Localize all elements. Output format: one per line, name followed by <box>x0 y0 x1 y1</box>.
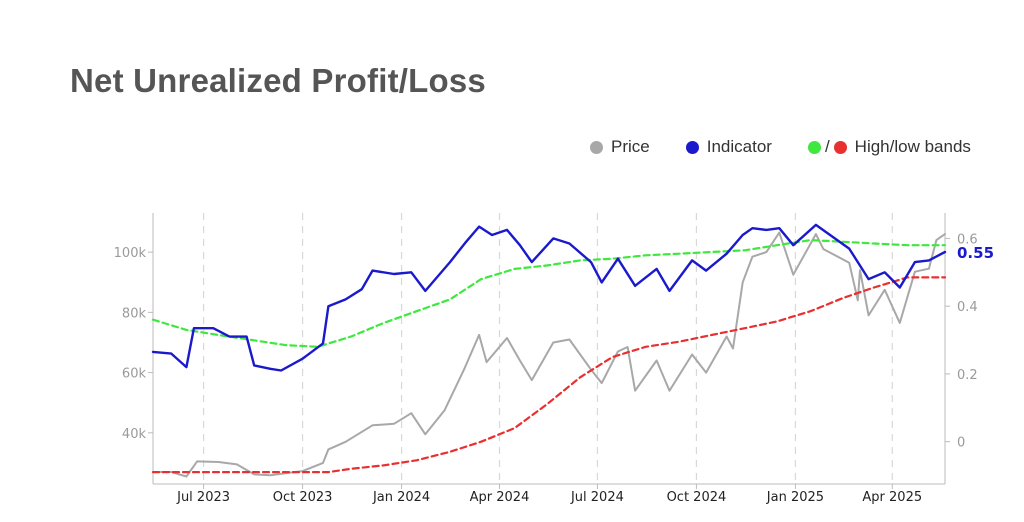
high-band-line <box>151 239 947 348</box>
low-band-line <box>151 276 947 474</box>
x-axis-ticks: Jul 2023 Oct 2023 Jan 2024 Apr 2024 Jul 2024… <box>176 484 922 505</box>
indicator-dot-icon <box>685 140 699 154</box>
axes <box>152 213 946 485</box>
legend-item-bands[interactable]: / High/low bands <box>807 137 971 157</box>
x-tick-label: Jul 2023 <box>176 490 230 505</box>
high-band-dot-icon <box>807 140 821 154</box>
left-tick-label: 40k <box>122 427 147 442</box>
low-band-dot-icon <box>833 140 847 154</box>
right-tick-label: 0 <box>957 436 965 451</box>
right-tick-label: 0.2 <box>957 368 978 383</box>
x-tick-label: Oct 2023 <box>273 490 333 505</box>
x-tick-label: Jan 2024 <box>372 490 430 505</box>
series-lines <box>151 223 947 478</box>
right-tick-label: 0.4 <box>957 300 978 315</box>
price-dot-icon <box>590 140 603 154</box>
right-axis-ticks: 0 0.2 0.4 0.6 <box>945 232 978 451</box>
price-line <box>152 231 946 478</box>
left-tick-label: 60k <box>122 367 147 382</box>
indicator-line <box>151 223 947 372</box>
left-axis-ticks: 40k 60k 80k 100k <box>114 246 153 442</box>
x-tick-label: Apr 2024 <box>470 490 530 505</box>
legend-label-bands: High/low bands <box>854 137 971 156</box>
legend-label-price: Price <box>611 137 650 156</box>
legend-label-indicator: Indicator <box>706 137 772 156</box>
x-tick-label: Jan 2025 <box>766 490 824 505</box>
x-tick-label: Apr 2025 <box>862 490 922 505</box>
x-tick-label: Oct 2024 <box>667 490 727 505</box>
legend-item-price[interactable]: Price <box>590 137 650 157</box>
legend-item-indicator[interactable]: Indicator <box>685 137 772 157</box>
x-tick-label: Jul 2024 <box>570 490 624 505</box>
left-tick-label: 100k <box>114 246 147 261</box>
legend: Price Indicator / High/low bands <box>590 137 971 157</box>
last-value-label: 0.55 <box>957 244 994 262</box>
chart-title: Net Unrealized Profit/Loss <box>70 62 486 99</box>
right-tick-label: 0.6 <box>957 232 978 247</box>
legend-separator: / <box>824 137 830 156</box>
vertical-grid <box>202 213 893 484</box>
left-tick-label: 80k <box>122 306 147 321</box>
